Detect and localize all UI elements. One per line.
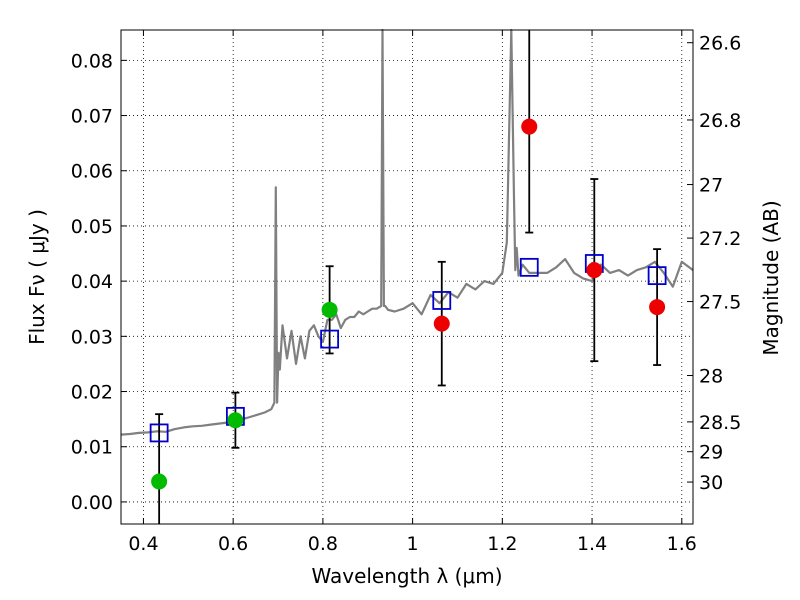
x-tick-label: 0.6	[218, 533, 248, 555]
model-point	[647, 266, 667, 286]
y2-axis-label: Magnitude (AB)	[759, 200, 783, 355]
observed-point	[321, 301, 338, 318]
y-tick-label: 0.06	[71, 161, 113, 183]
magnitude-tick-label: 27.5	[699, 292, 741, 314]
y-tick-label: 0.02	[71, 382, 113, 404]
x-tick-label: 1.6	[667, 533, 697, 555]
model-point	[432, 291, 452, 310]
y-tick-labels: 0.00 0.01 0.02 0.03 0.04 0.05 0.06 0.07 0.08	[71, 50, 113, 514]
y-tick-label: 0.03	[71, 326, 113, 348]
magnitude-tick-label: 30	[699, 472, 723, 494]
model-point	[320, 329, 340, 349]
observed-point	[151, 473, 168, 490]
y-axis-label: Flux Fν ( μJy )	[25, 209, 49, 345]
model-point	[149, 423, 169, 443]
magnitude-tick-label: 29	[699, 442, 723, 464]
y-tick-label: 0.08	[71, 50, 113, 72]
y-tick-label: 0.07	[71, 106, 113, 128]
magnitude-tick-label: 26.8	[699, 110, 741, 132]
x-tick-labels: 0.4 0.6 0.8 1 1.2 1.4 1.6	[128, 533, 697, 555]
x-tick-label: 1.2	[487, 533, 517, 555]
magnitude-tick-label: 28.5	[699, 412, 741, 434]
magnitude-tick-label: 27	[699, 175, 723, 197]
x-tick-label: 0.8	[308, 533, 338, 555]
observed-photometry-layer	[151, 118, 666, 490]
spectrum-layer	[120, 28, 694, 436]
y-tick-label: 0.00	[71, 492, 113, 514]
y-tick-label: 0.05	[71, 216, 113, 238]
spectrum-line	[120, 28, 694, 436]
x-axis-label: Wavelength λ (μm)	[311, 564, 502, 588]
magnitude-tick-label: 26.6	[699, 33, 741, 55]
model-point	[519, 257, 539, 277]
magnitude-tick-label: 27.2	[699, 228, 741, 250]
x-tick-label: 1.4	[577, 533, 607, 555]
grid	[121, 30, 693, 524]
observed-point	[649, 299, 666, 316]
observed-point	[433, 315, 450, 332]
plot-frame	[120, 29, 694, 525]
observed-point	[521, 118, 538, 135]
observed-point	[586, 262, 603, 279]
magnitude-tick-label: 28	[699, 366, 723, 388]
magnitude-tick-labels: 26.6 26.8 27 27.2 27.5 28 28.5 29 30	[699, 33, 741, 494]
x-tick-label: 1	[407, 533, 419, 555]
plot-background	[121, 30, 693, 524]
x-tick-label: 0.4	[128, 533, 158, 555]
y-tick-label: 0.04	[71, 271, 113, 293]
axis-ticks	[121, 30, 693, 524]
y-tick-label: 0.01	[71, 437, 113, 459]
observed-point	[227, 412, 244, 429]
